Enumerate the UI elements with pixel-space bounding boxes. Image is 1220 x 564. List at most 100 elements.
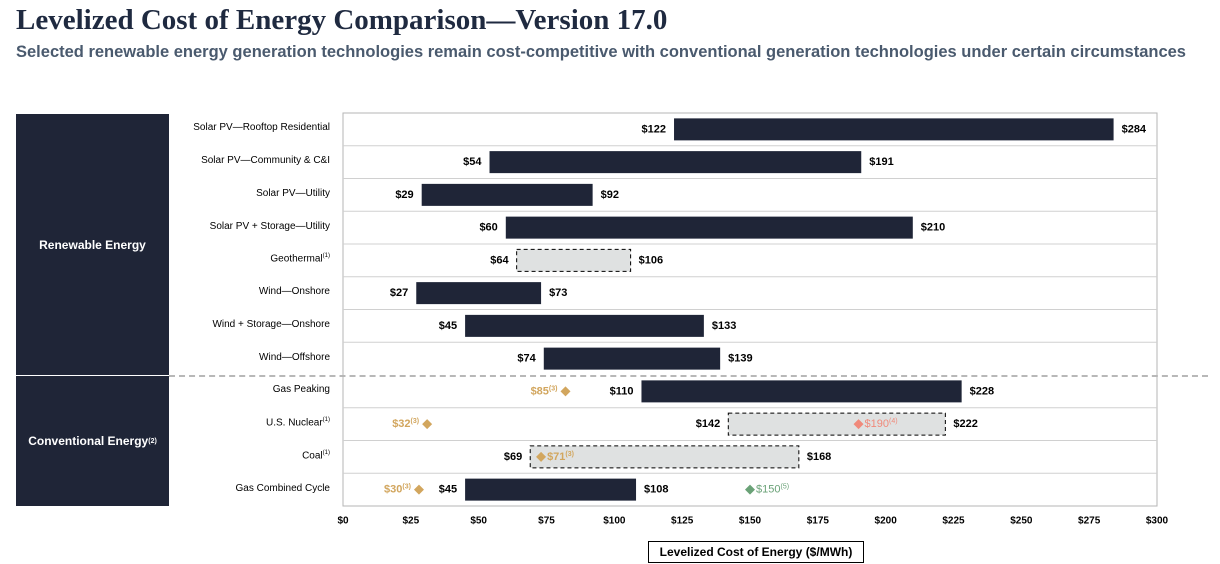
x-tick-label: $125 — [671, 516, 694, 527]
category-label: Solar PV—Community & C&I — [201, 155, 330, 166]
marker-note: (3) — [565, 451, 574, 458]
category-label-text: Solar PV—Utility — [256, 187, 330, 199]
high-value-label: $106 — [639, 254, 663, 266]
category-label: Solar PV—Rooftop Residential — [193, 122, 330, 133]
page-title: Levelized Cost of Energy Comparison—Vers… — [16, 4, 668, 36]
x-tick-label: $0 — [337, 516, 349, 527]
category-label-text: U.S. Nuclear — [265, 417, 323, 429]
category-label: Gas Combined Cycle — [236, 483, 330, 494]
low-value-label: $69 — [504, 451, 522, 463]
marker-label: $32(3) — [392, 418, 419, 430]
marker-diamond — [536, 451, 547, 462]
low-value-label: $27 — [390, 287, 408, 299]
low-value-label: $64 — [490, 254, 509, 266]
high-value-label: $108 — [644, 484, 668, 496]
category-label: Solar PV + Storage—Utility — [210, 221, 330, 232]
marker-label: $71(3) — [547, 451, 574, 463]
high-value-label: $210 — [921, 222, 945, 234]
marker-value: $190 — [865, 418, 889, 430]
marker-label: $190(4) — [865, 418, 898, 430]
range-bar-dashed — [516, 248, 632, 272]
range-bar — [641, 380, 962, 403]
high-value-label: $73 — [549, 287, 567, 299]
high-value-label: $92 — [601, 189, 619, 201]
x-tick-label: $225 — [942, 516, 965, 527]
marker-note: (5) — [780, 483, 789, 490]
marker-label: $85(3) — [531, 385, 558, 397]
marker-value: $85 — [531, 385, 549, 397]
category-label-text: Solar PV—Rooftop Residential — [193, 122, 330, 134]
x-tick-label: $75 — [538, 516, 555, 527]
low-value-label: $45 — [439, 484, 457, 496]
category-label: Wind—Offshore — [259, 352, 330, 363]
group-label: Renewable Energy — [39, 237, 146, 252]
x-tick-label: $175 — [807, 516, 830, 527]
group-label: Conventional Energy — [28, 434, 149, 448]
high-value-label: $139 — [728, 353, 752, 365]
low-value-label: $142 — [696, 418, 720, 430]
group-renewable-energy: Renewable Energy — [16, 114, 169, 375]
x-tick-label: $150 — [739, 516, 762, 527]
category-label: Gas Peaking — [273, 384, 330, 395]
x-tick-label: $275 — [1078, 516, 1101, 527]
category-label: Solar PV—Utility — [256, 188, 330, 199]
category-note: (1) — [322, 417, 330, 424]
low-value-label: $45 — [439, 320, 457, 332]
low-value-label: $29 — [395, 189, 413, 201]
x-tick-label: $200 — [875, 516, 898, 527]
group-note: (2) — [148, 437, 157, 445]
marker-label: $150(5) — [756, 483, 789, 495]
group-separator — [169, 375, 1208, 377]
group-conventional-energy: Conventional Energy (2) — [16, 376, 169, 506]
category-label-text: Wind—Offshore — [259, 351, 330, 363]
category-label-text: Wind—Onshore — [258, 286, 330, 298]
range-bar — [416, 282, 542, 305]
category-label: Wind + Storage—Onshore — [212, 319, 330, 330]
range-bar — [505, 216, 913, 239]
marker-label: $30(3) — [384, 483, 411, 495]
category-label-text: Gas Peaking — [272, 384, 330, 396]
category-label: Geothermal(1) — [270, 253, 330, 264]
category-label-text: Solar PV + Storage—Utility — [209, 220, 330, 232]
x-tick-label: $250 — [1010, 516, 1033, 527]
x-tick-label: $300 — [1146, 516, 1169, 527]
marker-diamond — [745, 484, 755, 495]
high-value-label: $191 — [869, 156, 893, 168]
category-label-text: Geothermal — [270, 253, 323, 265]
marker-value: $71 — [547, 451, 565, 463]
category-label-text: Coal — [302, 450, 323, 462]
marker-diamond — [422, 419, 433, 430]
range-bar — [543, 347, 721, 370]
category-label-text: Wind + Storage—Onshore — [212, 318, 330, 330]
x-axis-title-text: Levelized Cost of Energy ($/MWh) — [659, 545, 853, 559]
marker-value: $32 — [392, 418, 410, 430]
marker-diamond — [560, 386, 571, 397]
high-value-label: $222 — [953, 418, 977, 430]
marker-value: $150 — [756, 484, 780, 496]
range-bar — [421, 183, 593, 206]
low-value-label: $122 — [642, 123, 666, 135]
category-note: (1) — [322, 449, 330, 456]
marker-note: (4) — [889, 418, 898, 425]
page-subtitle: Selected renewable energy generation tec… — [16, 43, 1186, 61]
category-note: (1) — [322, 253, 330, 260]
low-value-label: $110 — [610, 385, 634, 397]
range-bar-dashed — [529, 445, 800, 469]
high-value-label: $133 — [712, 320, 736, 332]
marker-note: (3) — [402, 483, 411, 490]
high-value-label: $228 — [970, 385, 994, 397]
high-value-label: $284 — [1122, 123, 1147, 135]
x-tick-label: $25 — [402, 516, 419, 527]
x-tick-label: $50 — [470, 516, 487, 527]
category-label: U.S. Nuclear(1) — [266, 417, 330, 428]
marker-note: (3) — [549, 385, 558, 392]
x-tick-label: $100 — [603, 516, 626, 527]
marker-diamond — [413, 484, 424, 495]
range-bar — [465, 478, 637, 501]
low-value-label: $60 — [479, 222, 497, 234]
category-label-text: Solar PV—Community & C&I — [201, 155, 330, 167]
range-bar — [465, 314, 704, 337]
high-value-label: $168 — [807, 451, 831, 463]
low-value-label: $74 — [517, 353, 536, 365]
